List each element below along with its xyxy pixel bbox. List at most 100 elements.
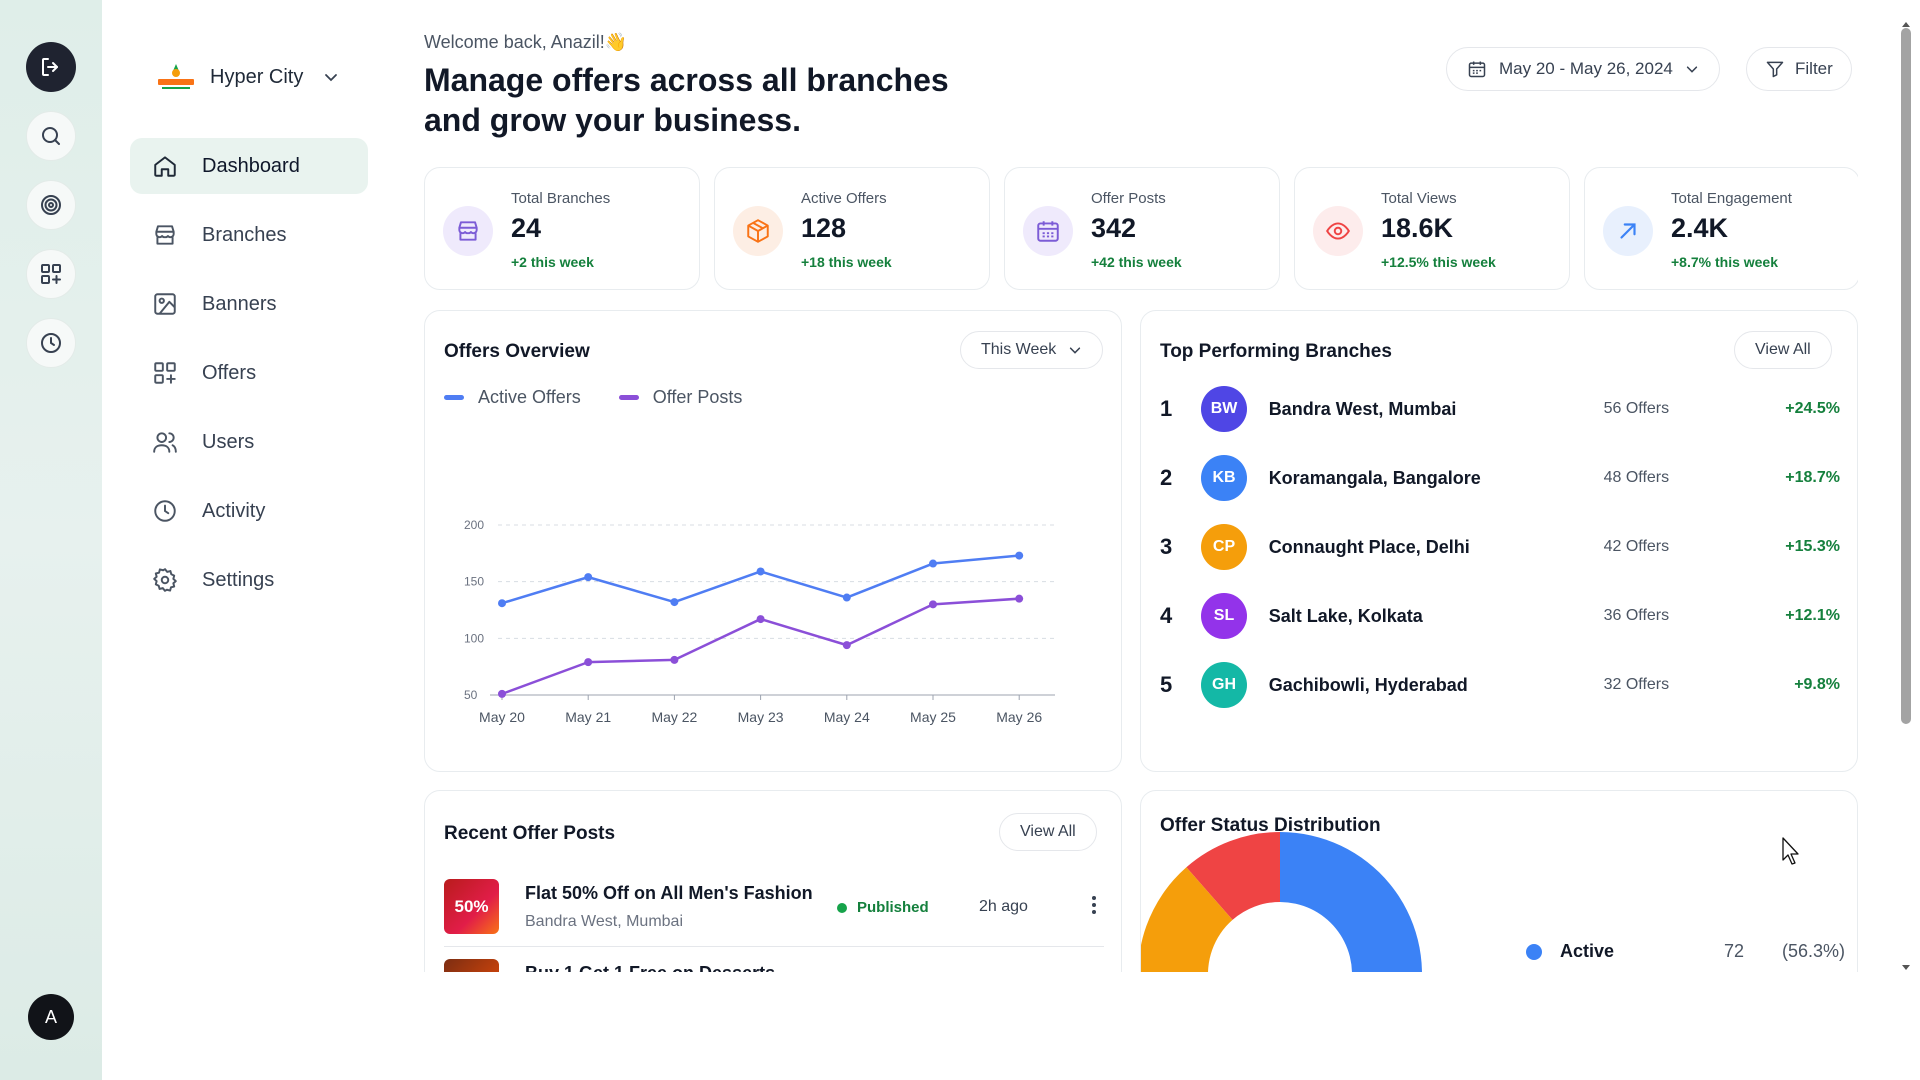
- box-icon: [733, 206, 783, 256]
- calendar-icon: [1468, 61, 1486, 78]
- sidebar-item-branches[interactable]: Branches: [130, 207, 368, 263]
- chart-legend: Active Offers Offer Posts: [444, 387, 742, 408]
- data-point: [929, 559, 937, 568]
- clock-icon[interactable]: [26, 318, 76, 368]
- logout-icon[interactable]: [26, 42, 76, 92]
- stat-value: 2.4K: [1671, 213, 1729, 243]
- page-title-line: Manage offers across all branches: [424, 62, 949, 98]
- branch-row[interactable]: 4 SL Salt Lake, Kolkata 36 Offers +12.1%: [1160, 591, 1840, 641]
- x-tick-label: May 20: [479, 709, 525, 725]
- post-title: Buy 1 Get 1 Free on Desserts: [525, 963, 775, 972]
- branch-avatar: GH: [1201, 662, 1247, 708]
- eye-icon: [1313, 206, 1363, 256]
- stat-card-total-engagement[interactable]: Total Engagement 2.4K +8.7% this week: [1584, 167, 1858, 290]
- period-label: This Week: [981, 341, 1057, 358]
- target-icon[interactable]: [26, 180, 76, 230]
- brand-switcher[interactable]: Hyper City: [154, 60, 339, 94]
- view-all-posts-button[interactable]: View All: [999, 813, 1097, 851]
- branch-name: Bandra West, Mumbai: [1268, 398, 1457, 419]
- legend-percent: (56.3%): [1782, 941, 1846, 961]
- branch-rank: 5: [1160, 672, 1173, 697]
- branch-row[interactable]: 3 CP Connaught Place, Delhi 42 Offers +1…: [1160, 522, 1840, 572]
- filter-button[interactable]: Filter: [1746, 47, 1852, 91]
- sidebar-item-users[interactable]: Users: [130, 414, 368, 470]
- branch-rank: 3: [1160, 534, 1173, 559]
- data-point: [670, 655, 679, 664]
- chevron-down-icon: [1070, 347, 1081, 354]
- donut-slice[interactable]: [1186, 832, 1280, 920]
- legend-swatch: [444, 395, 464, 400]
- legend-item[interactable]: Offer Posts: [618, 387, 742, 408]
- chevron-down-icon: [325, 74, 338, 82]
- period-select[interactable]: This Week: [960, 331, 1104, 369]
- stat-label: Total Branches: [511, 190, 611, 207]
- data-point: [842, 593, 851, 602]
- date-range-picker[interactable]: May 20 - May 26, 2024: [1446, 47, 1720, 91]
- data-point: [498, 689, 506, 698]
- sidebar-item-label: Banners: [202, 292, 277, 315]
- offers-overview-card: Offers Overview This Week Active Offers …: [424, 310, 1122, 772]
- donut-slice-active[interactable]: [1225, 832, 1422, 972]
- sidebar-item-settings[interactable]: Settings: [130, 552, 368, 608]
- post-row[interactable]: Buy 1 Get 1 Free on Desserts: [444, 959, 1104, 972]
- legend-label: Active Offers: [478, 387, 581, 407]
- branch-row[interactable]: 5 GH Gachibowli, Hyderabad 32 Offers +9.…: [1160, 660, 1840, 710]
- card-title: Top Performing Branches: [1160, 341, 1392, 362]
- post-row[interactable]: 50% Flat 50% Off on All Men's Fashion Ba…: [444, 879, 1104, 939]
- stat-label: Total Views: [1381, 190, 1457, 207]
- donut-chart: [1141, 832, 1422, 972]
- data-point: [1015, 594, 1024, 603]
- data-point: [929, 600, 937, 609]
- branch-name: Salt Lake, Kolkata: [1268, 605, 1423, 626]
- card-title: Offer Status Distribution: [1160, 815, 1381, 836]
- sidebar-item-activity[interactable]: Activity: [130, 483, 368, 539]
- stat-delta: +8.7% this week: [1671, 254, 1779, 270]
- sidebar-item-banners[interactable]: Banners: [130, 276, 368, 332]
- donut-slice[interactable]: [1141, 867, 1252, 972]
- stat-card-active-offers[interactable]: Active Offers 128 +18 this week: [714, 167, 990, 290]
- branch-row[interactable]: 1 BW Bandra West, Mumbai 56 Offers +24.5…: [1160, 384, 1840, 434]
- view-all-label: View All: [1755, 341, 1811, 358]
- branch-name: Connaught Place, Delhi: [1268, 536, 1470, 557]
- sidebar-item-offers[interactable]: Offers: [130, 345, 368, 401]
- view-all-branches-button[interactable]: View All: [1734, 331, 1832, 369]
- legend-item[interactable]: Active Offers: [444, 387, 581, 408]
- scroll-up-icon[interactable]: [1900, 18, 1912, 30]
- more-vertical-icon[interactable]: [1084, 893, 1104, 917]
- donut-legend-item[interactable]: Active 72 (56.3%): [1526, 941, 1845, 962]
- branch-growth: +12.1%: [1785, 607, 1840, 624]
- x-tick-label: May 22: [651, 709, 697, 725]
- scrollbar-thumb[interactable]: [1901, 28, 1911, 724]
- avatar[interactable]: A: [28, 994, 74, 1040]
- grid-add-icon[interactable]: [26, 249, 76, 299]
- stat-card-offer-posts[interactable]: Offer Posts 342 +42 this week: [1004, 167, 1280, 290]
- branch-name: Gachibowli, Hyderabad: [1268, 674, 1468, 695]
- x-tick-label: May 26: [996, 709, 1042, 725]
- post-thumbnail: [444, 959, 499, 972]
- stat-label: Offer Posts: [1091, 190, 1166, 207]
- branch-growth: +15.3%: [1785, 538, 1840, 555]
- stat-value: 128: [801, 213, 847, 243]
- y-tick-label: 150: [464, 575, 484, 589]
- stat-card-total-views[interactable]: Total Views 18.6K +12.5% this week: [1294, 167, 1570, 290]
- y-tick-label: 50: [464, 688, 478, 702]
- scrollbar[interactable]: [1900, 18, 1912, 978]
- sidebar-item-label: Dashboard: [202, 154, 300, 177]
- brand-name: Hyper City: [210, 65, 304, 88]
- post-time: 2h ago: [979, 898, 1028, 915]
- stat-value: 24: [511, 213, 542, 243]
- search-icon[interactable]: [26, 111, 76, 161]
- status-dot: [837, 902, 847, 913]
- branch-row[interactable]: 2 KB Koramangala, Bangalore 48 Offers +1…: [1160, 453, 1840, 503]
- chevron-down-icon: [1686, 66, 1698, 73]
- scroll-down-icon[interactable]: [1900, 962, 1912, 974]
- stat-label: Total Engagement: [1671, 190, 1792, 207]
- branch-offers: 32 Offers: [1603, 676, 1670, 693]
- grid-add-icon: [154, 362, 176, 384]
- branch-growth: +9.8%: [1794, 676, 1840, 693]
- stats-row: Total Branches 24 +2 this week Active Of…: [424, 167, 1858, 290]
- hyper-city-logo: [158, 64, 194, 89]
- sidebar-item-dashboard[interactable]: Dashboard: [130, 138, 368, 194]
- stat-card-total-branches[interactable]: Total Branches 24 +2 this week: [424, 167, 700, 290]
